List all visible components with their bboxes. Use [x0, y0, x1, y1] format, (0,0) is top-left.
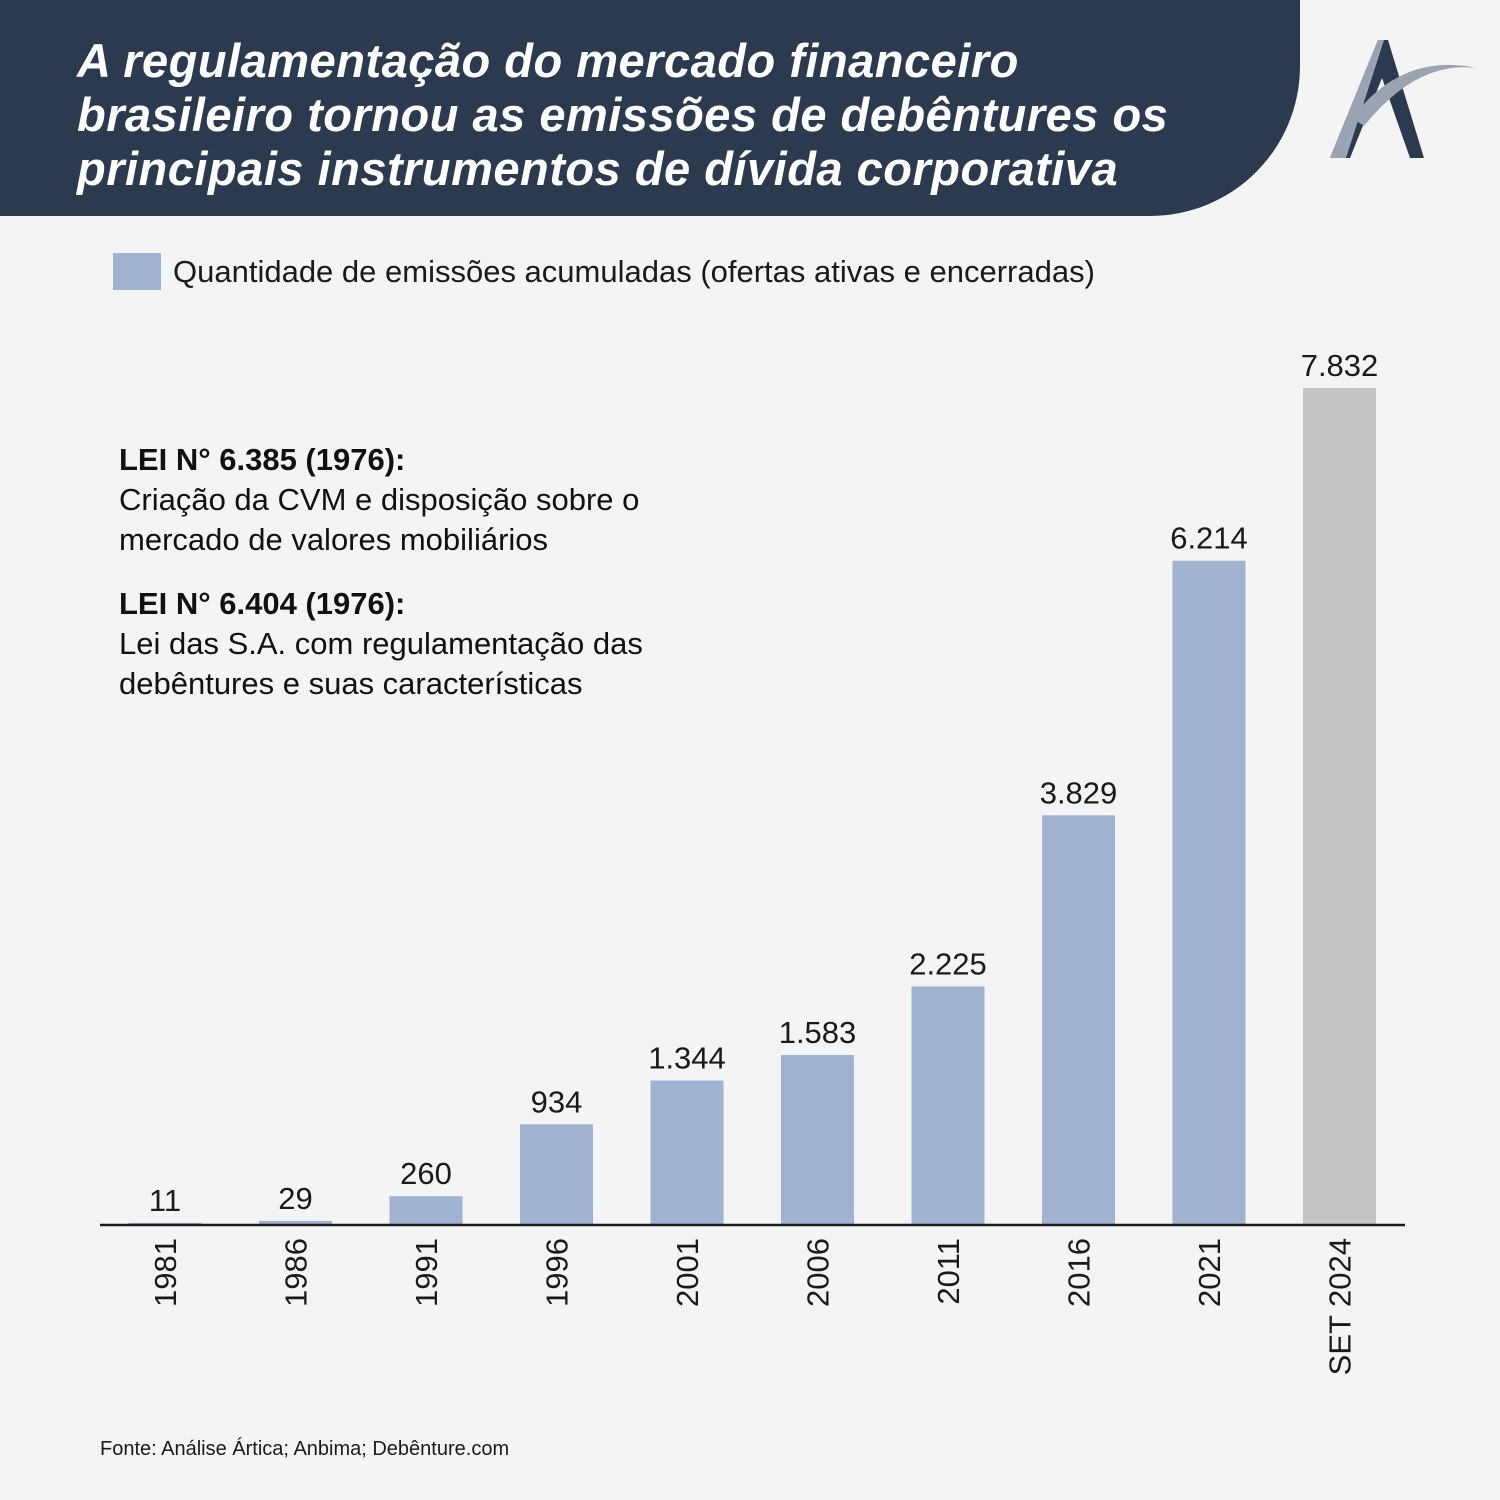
law-note-title: LEI N° 6.404 (1976):	[119, 586, 406, 621]
x-tick-label: 2016	[1062, 1238, 1097, 1307]
law-note-body: Criação da CVM e disposição sobre o merc…	[119, 482, 640, 557]
law-note: LEI N° 6.404 (1976): Lei das S.A. com re…	[119, 584, 759, 704]
data-label: 934	[531, 1084, 583, 1119]
x-tick-label: 2006	[801, 1238, 836, 1307]
bar	[1303, 388, 1376, 1224]
legend-label: Quantidade de emissões acumuladas (ofert…	[173, 253, 1095, 289]
data-label: 260	[400, 1156, 452, 1191]
data-label: 1.583	[779, 1015, 857, 1050]
x-tick-label: 2011	[931, 1238, 966, 1305]
bar	[259, 1220, 332, 1224]
data-label: 2.225	[909, 947, 987, 982]
bar	[781, 1055, 854, 1224]
bar	[520, 1124, 593, 1224]
x-tick-label: 2021	[1192, 1238, 1227, 1307]
data-label: 3.829	[1040, 775, 1118, 810]
bar	[650, 1080, 724, 1224]
data-label: 11	[149, 1183, 181, 1218]
arctic-a-logo-icon	[1330, 40, 1477, 158]
law-note: LEI N° 6.385 (1976): Criação da CVM e di…	[119, 440, 759, 560]
law-note-title: LEI N° 6.385 (1976):	[119, 442, 406, 477]
page-title: A regulamentação do mercado financeiro b…	[77, 34, 1169, 195]
bar	[128, 1222, 202, 1224]
bar	[911, 986, 985, 1224]
law-note-body: Lei das S.A. com regulamentação das debê…	[119, 626, 643, 701]
bar	[1172, 560, 1246, 1224]
data-label: 1.344	[648, 1041, 726, 1076]
source-note: Fonte: Análise Ártica; Anbima; Debênture…	[100, 1438, 510, 1460]
bar	[389, 1196, 463, 1224]
header-banner: A regulamentação do mercado financeiro b…	[0, 0, 1300, 216]
chart-legend: Quantidade de emissões acumuladas (ofert…	[113, 253, 1095, 290]
x-tick-label: 2001	[670, 1238, 705, 1307]
x-tick-label: 1991	[409, 1238, 444, 1307]
bar	[1042, 815, 1115, 1224]
data-label: 6.214	[1170, 521, 1248, 556]
x-tick-label: 1996	[540, 1238, 575, 1307]
data-label: 7.832	[1301, 348, 1379, 383]
x-tick-label: 1986	[279, 1238, 314, 1307]
x-tick-label: SET 2024	[1323, 1238, 1358, 1375]
legend-swatch	[113, 253, 161, 290]
data-label: 29	[278, 1181, 312, 1216]
law-notes: LEI N° 6.385 (1976): Criação da CVM e di…	[119, 440, 759, 728]
x-tick-label: 1981	[148, 1238, 183, 1307]
